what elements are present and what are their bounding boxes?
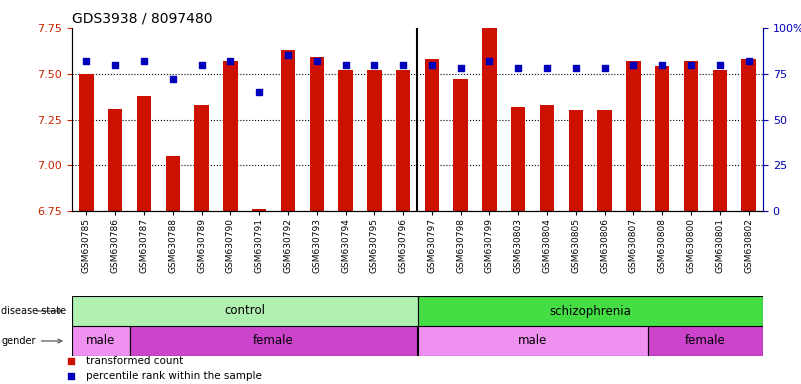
Text: female: female — [253, 334, 294, 348]
Bar — [72, 326, 130, 356]
Point — [339, 61, 352, 68]
Text: male: male — [518, 334, 547, 348]
Bar — [425, 59, 439, 211]
Text: disease state: disease state — [2, 306, 66, 316]
Point — [80, 58, 93, 64]
Text: gender: gender — [2, 336, 62, 346]
Point — [714, 61, 727, 68]
Point — [109, 61, 122, 68]
Text: transformed count: transformed count — [86, 356, 183, 366]
Bar — [713, 70, 727, 211]
Text: male: male — [86, 334, 115, 348]
Bar — [598, 110, 612, 211]
Bar — [166, 156, 180, 211]
Text: GDS3938 / 8097480: GDS3938 / 8097480 — [72, 12, 212, 25]
Bar — [252, 209, 267, 211]
Point — [425, 61, 438, 68]
Point — [65, 372, 78, 379]
Bar — [338, 70, 352, 211]
Bar — [417, 296, 763, 326]
Text: control: control — [224, 305, 265, 318]
Bar — [569, 110, 583, 211]
Point — [743, 58, 755, 64]
Bar — [482, 28, 497, 211]
Point — [195, 61, 208, 68]
Point — [541, 65, 553, 71]
Point — [570, 65, 582, 71]
Bar — [453, 79, 468, 211]
Bar — [195, 105, 209, 211]
Point — [65, 358, 78, 364]
Bar — [742, 59, 756, 211]
Bar — [130, 326, 417, 356]
Text: percentile rank within the sample: percentile rank within the sample — [86, 371, 262, 381]
Bar — [137, 96, 151, 211]
Text: schizophrenia: schizophrenia — [549, 305, 631, 318]
Text: female: female — [685, 334, 726, 348]
Point — [310, 58, 323, 64]
Bar — [72, 296, 417, 326]
Bar — [540, 105, 554, 211]
Bar — [108, 109, 123, 211]
Bar — [367, 70, 381, 211]
Bar — [648, 326, 763, 356]
Point — [224, 58, 237, 64]
Point — [598, 65, 611, 71]
Point — [685, 61, 698, 68]
Point — [483, 58, 496, 64]
Bar — [396, 70, 410, 211]
Bar — [309, 57, 324, 211]
Bar — [79, 74, 94, 211]
Point — [167, 76, 179, 82]
Point — [138, 58, 151, 64]
Point — [396, 61, 409, 68]
Point — [253, 89, 266, 95]
Point — [512, 65, 525, 71]
Point — [281, 52, 294, 58]
Bar — [280, 50, 295, 211]
Point — [454, 65, 467, 71]
Bar — [655, 66, 670, 211]
Bar — [626, 61, 641, 211]
Point — [368, 61, 380, 68]
Point — [656, 61, 669, 68]
Bar — [511, 107, 525, 211]
Bar — [223, 61, 238, 211]
Bar — [417, 326, 648, 356]
Bar — [684, 61, 698, 211]
Point — [627, 61, 640, 68]
